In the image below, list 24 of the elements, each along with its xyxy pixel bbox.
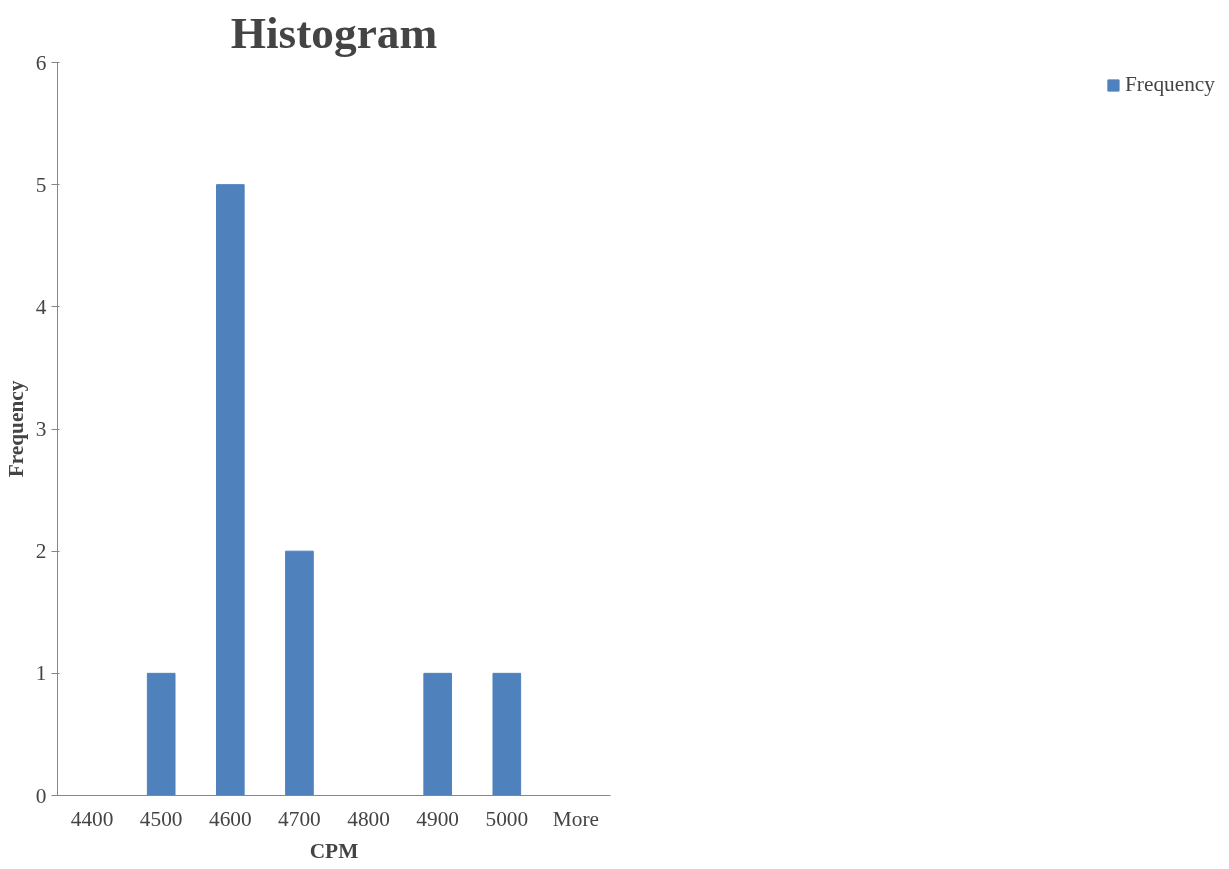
x-tick-label: 4500 <box>139 806 183 831</box>
bar <box>285 550 314 796</box>
x-tick-label: 4800 <box>347 806 390 831</box>
y-tick-label: 3 <box>35 417 47 441</box>
bar <box>215 184 245 796</box>
bar <box>423 672 453 796</box>
bar <box>146 672 176 796</box>
x-tick-label: More <box>552 806 600 831</box>
y-axis-title: Frequency <box>3 380 28 478</box>
y-tick-label: 1 <box>35 661 47 686</box>
y-tick-label: 4 <box>35 294 47 319</box>
x-tick-label: 4700 <box>278 806 321 831</box>
y-tick-label: 2 <box>35 539 47 564</box>
x-tick-label: 4400 <box>70 806 114 831</box>
x-tick-label: 4600 <box>208 806 252 831</box>
bar <box>492 672 522 796</box>
y-tick-label: 6 <box>35 50 47 75</box>
legend-label: Frequency <box>1124 72 1215 97</box>
chart-title: Histogram <box>230 7 438 58</box>
y-tick-label: 5 <box>35 172 47 197</box>
y-tick-label: 0 <box>35 783 47 808</box>
x-tick-label: 4900 <box>416 806 460 831</box>
x-axis-title: CPM <box>309 838 359 863</box>
x-tick-label: 5000 <box>485 806 529 831</box>
